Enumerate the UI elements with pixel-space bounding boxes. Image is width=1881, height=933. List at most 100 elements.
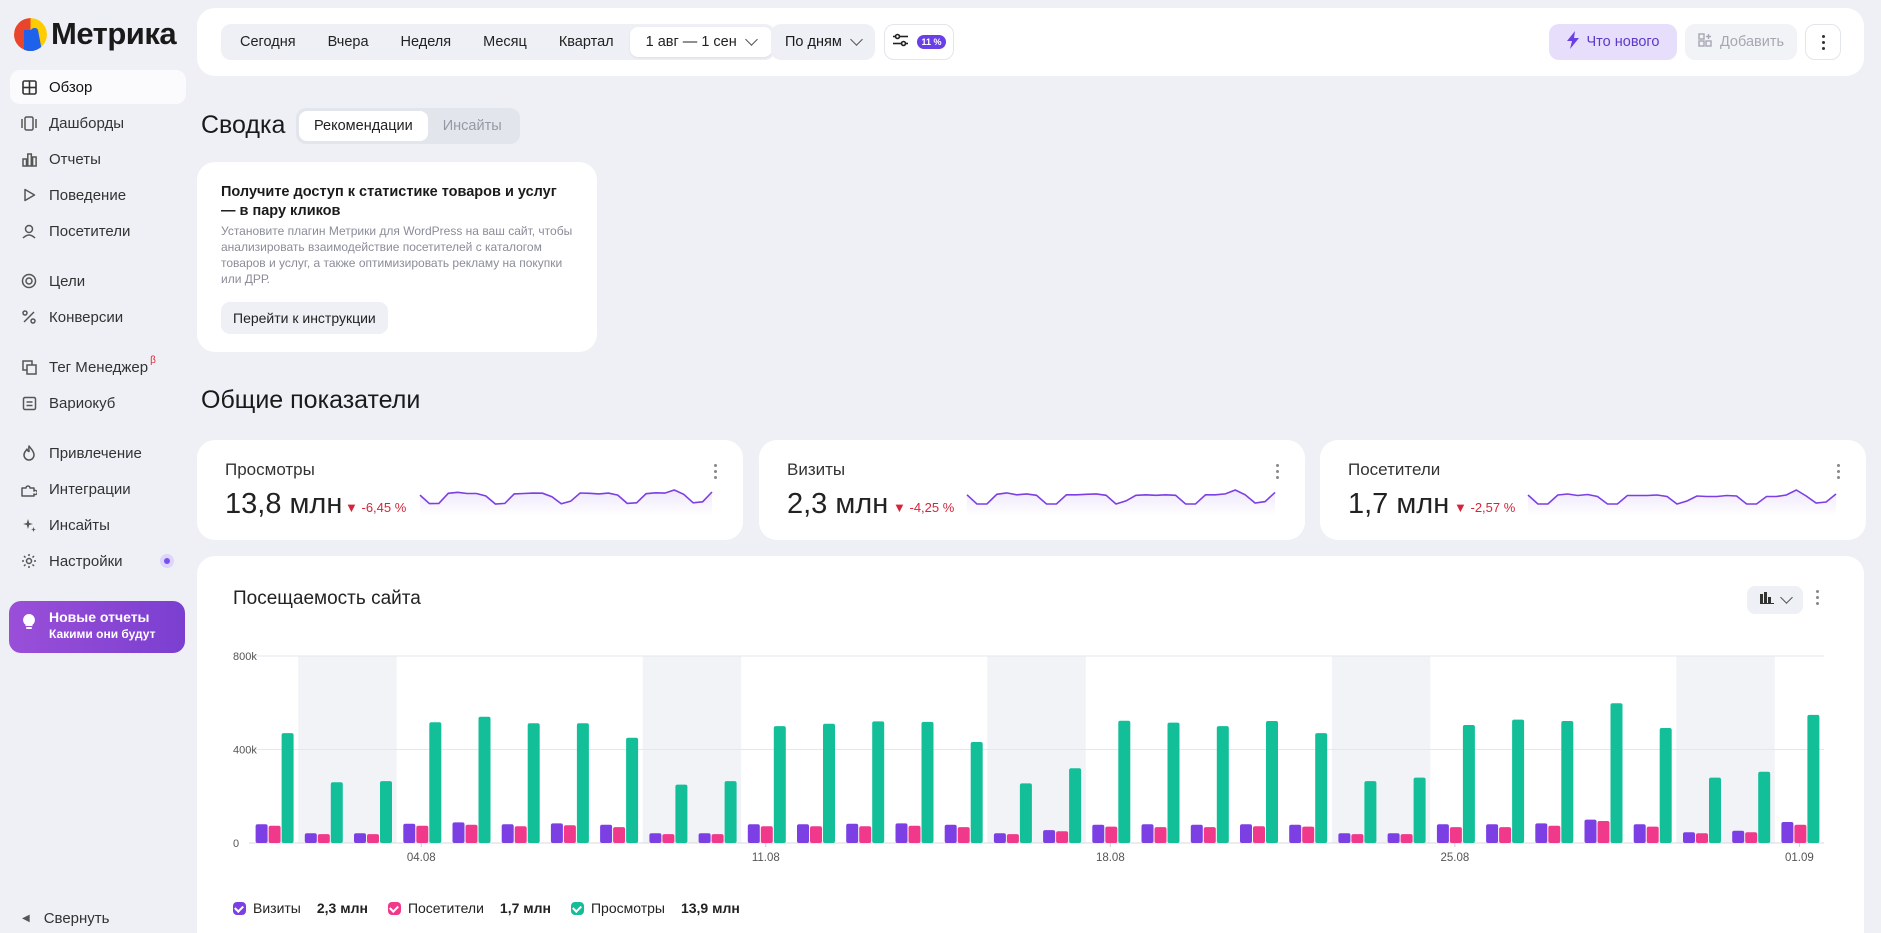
bar-visitors: [1499, 827, 1512, 843]
logo[interactable]: Метрика: [14, 16, 177, 52]
chevron-down-icon: [744, 33, 758, 46]
sidebar-item-insights[interactable]: Инсайты: [10, 508, 186, 542]
traffic-chart-card: 0 400k 800k 04.08 11.08 18.08 25.08 01.09 Посещ…: [197, 556, 1864, 933]
legend-label: Просмотры: [590, 900, 665, 916]
kpi-card-visits[interactable]: Визиты 2,3 млн ▼ -4,25 %: [759, 440, 1305, 540]
sidebar-item-goals[interactable]: Цели: [10, 264, 186, 298]
date-range-picker[interactable]: 1 авг — 1 сен: [629, 27, 772, 57]
bar-visitors: [367, 834, 379, 843]
legend-total: 1,7 млн: [499, 900, 551, 916]
chart-type-select[interactable]: [1747, 586, 1803, 614]
bar-visits: [1584, 819, 1597, 843]
bar-visits: [304, 833, 317, 843]
bar-views: [527, 723, 540, 843]
more-vertical-icon: [1821, 34, 1825, 50]
sampling-filter-button[interactable]: 11 %: [884, 24, 954, 60]
sidebar-item-conversions[interactable]: Конверсии: [10, 300, 186, 334]
sidebar-item-label: Инсайты: [49, 516, 110, 534]
kpi-card-visitors[interactable]: Посетители 1,7 млн ▼ -2,57 %: [1320, 440, 1866, 540]
sidebar: Метрика Обзор Дашборды Отчеты Поведение …: [0, 0, 196, 933]
recommendation-description: Установите плагин Метрики для WordPress …: [221, 224, 573, 286]
kpi-more-icon[interactable]: [1837, 464, 1840, 479]
period-week[interactable]: Неделя: [400, 34, 452, 50]
bar-views: [1610, 703, 1623, 843]
sidebar-item-settings[interactable]: Настройки: [10, 544, 186, 578]
bar-visits: [1141, 824, 1154, 843]
bar-views: [921, 721, 934, 843]
bar-visits: [895, 823, 908, 843]
sidebar-item-acquisition[interactable]: Привлечение: [10, 436, 186, 470]
bar-visitors: [416, 825, 429, 843]
beta-badge: β: [150, 354, 156, 366]
bar-visits: [747, 824, 760, 843]
bar-visits: [1781, 822, 1794, 843]
bar-views: [1512, 719, 1525, 843]
bar-views: [1118, 720, 1131, 843]
legend-label: Посетители: [407, 900, 484, 916]
recommendation-card: Получите доступ к статистике товаров и у…: [197, 162, 597, 352]
bar-views: [1167, 722, 1180, 843]
kpi-more-icon[interactable]: [1276, 464, 1279, 479]
collapse-label: Свернуть: [43, 910, 110, 927]
bar-visitors: [1696, 833, 1708, 843]
legend-item-visits[interactable]: Визиты 2,3 млн: [233, 900, 368, 916]
kpi-value: 2,3 млн: [787, 488, 889, 520]
sidebar-item-variocube[interactable]: Вариокуб: [10, 386, 186, 420]
sidebar-item-overview[interactable]: Обзор: [10, 70, 186, 104]
grouping-select[interactable]: По дням: [771, 24, 875, 60]
kpi-more-icon[interactable]: [714, 464, 717, 479]
period-quarter[interactable]: Квартал: [558, 34, 614, 50]
summary-tabs: Рекомендации Инсайты: [296, 108, 520, 144]
bar-views: [1069, 768, 1082, 843]
sidebar-item-visitors[interactable]: Посетители: [10, 214, 186, 248]
tab-insights[interactable]: Инсайты: [442, 118, 502, 134]
sidebar-item-tag-manager[interactable]: Тег Менеджер β: [10, 350, 186, 384]
legend-total: 2,3 млн: [316, 900, 368, 916]
bar-visits: [501, 824, 514, 843]
bar-views: [1758, 771, 1771, 843]
collapse-sidebar-button[interactable]: ◀ Свернуть: [22, 910, 110, 927]
legend-item-visitors[interactable]: Посетители 1,7 млн: [387, 900, 551, 916]
bar-visits: [1240, 824, 1252, 843]
lightbulb-icon: [23, 614, 35, 635]
new-reports-promo[interactable]: Новые отчеты Какими они будут: [9, 601, 185, 653]
chevron-down-icon: [849, 33, 863, 46]
period-month[interactable]: Месяц: [483, 34, 527, 50]
sidebar-item-label: Настройки: [49, 552, 123, 570]
recommendation-title: Получите доступ к статистике товаров и у…: [221, 184, 557, 219]
gear-icon: [20, 552, 38, 570]
bar-views: [1807, 714, 1820, 843]
whats-new-button[interactable]: Что нового: [1549, 24, 1677, 60]
sidebar-item-label: Посетители: [49, 222, 131, 240]
tab-recommendations[interactable]: Рекомендации: [299, 111, 428, 141]
kpi-label: Посетители: [1348, 460, 1441, 479]
bar-visitors: [1105, 826, 1118, 843]
bar-visits: [1387, 833, 1400, 843]
bar-views: [1659, 728, 1672, 843]
legend-item-views[interactable]: Просмотры 13,9 млн: [570, 900, 740, 916]
sidebar-item-integrations[interactable]: Интеграции: [10, 472, 186, 506]
bar-views: [1216, 726, 1229, 843]
sidebar-item-behavior[interactable]: Поведение: [10, 178, 186, 212]
period-today[interactable]: Сегодня: [240, 34, 296, 50]
bar-views: [1462, 725, 1475, 843]
x-tick-label: 04.08: [407, 852, 436, 864]
bar-visits: [1338, 833, 1351, 843]
kpi-value: 13,8 млн: [225, 488, 343, 520]
sidebar-item-label: Вариокуб: [49, 394, 116, 412]
add-widget-button[interactable]: Добавить: [1685, 24, 1797, 60]
sidebar-item-dashboards[interactable]: Дашборды: [10, 106, 186, 140]
sidebar-item-reports[interactable]: Отчеты: [10, 142, 186, 176]
kpi-card-views[interactable]: Просмотры 13,8 млн ▼ -6,45 %: [197, 440, 743, 540]
percent-icon: [20, 308, 38, 326]
period-yesterday[interactable]: Вчера: [327, 34, 369, 50]
bar-views: [478, 716, 491, 843]
sidebar-item-label: Цели: [49, 272, 86, 290]
bar-visits: [944, 824, 957, 843]
chevron-down-icon: [1779, 591, 1793, 604]
more-options-button[interactable]: [1805, 24, 1841, 60]
bar-views: [626, 737, 639, 843]
chart-more-icon[interactable]: [1816, 590, 1819, 605]
bar-views: [823, 723, 835, 843]
instruction-button[interactable]: Перейти к инструкции: [221, 302, 388, 334]
